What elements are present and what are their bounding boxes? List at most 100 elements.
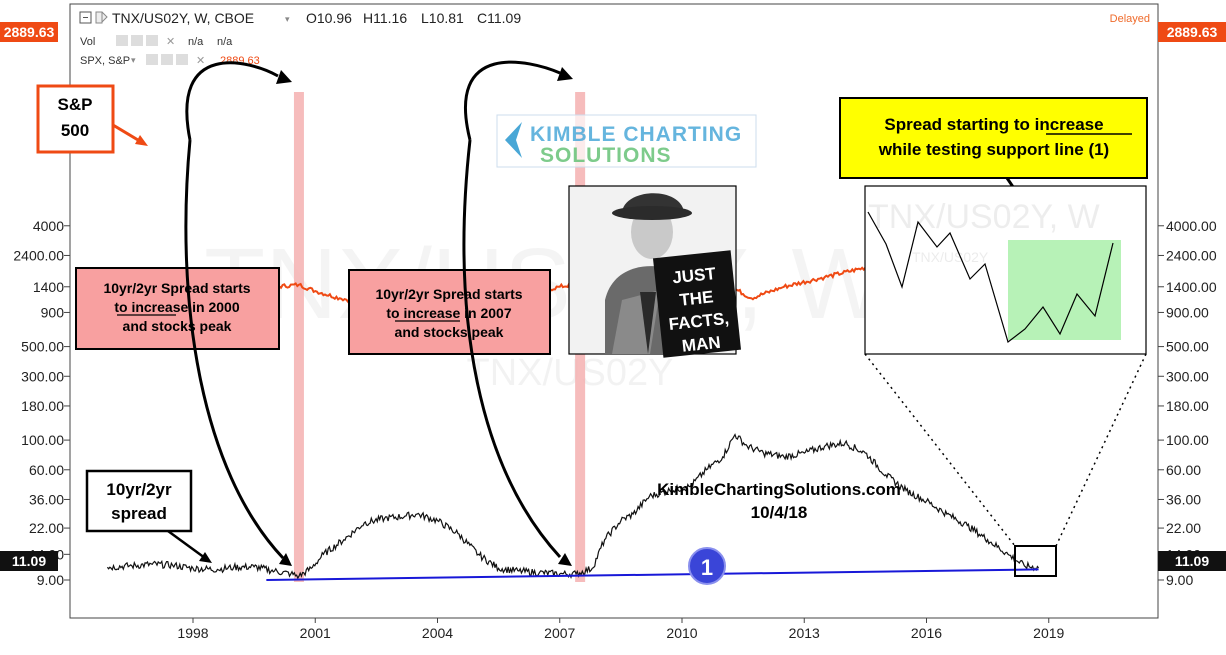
chevron-down-icon[interactable]: ▾ (285, 14, 290, 24)
y-tick-label-left: 60.00 (29, 462, 64, 478)
zoom-box (1014, 545, 1057, 577)
y-tick-label-left: 1400 (33, 279, 64, 295)
callout-2000: 10yr/2yr Spread starts to increase in 20… (75, 267, 280, 350)
y-tick-label-right: 4000.00 (1166, 218, 1217, 234)
x-tick-label: 2010 (666, 625, 697, 641)
price-tag-spx-right: 2889.63 (1167, 24, 1218, 40)
y-tick-label-left: 180.00 (21, 398, 64, 414)
callout-2007-line3: and stocks peak (395, 324, 504, 340)
spread-callout: 10yr/2yr spread (85, 469, 212, 563)
callout-current-line1: Spread starting to increase (884, 115, 1103, 134)
arrowheads (276, 67, 573, 566)
x-tick-label: 2019 (1033, 625, 1064, 641)
y-axis-ticks: 4000 4000.00 2400.00 2400.00 1400 1400.00 900 9… (13, 218, 1216, 588)
callout-2007-line2: to increase in 2007 (386, 305, 512, 321)
curved-arrows (184, 60, 562, 560)
support-marker: 1 (688, 547, 726, 585)
photo-caption-4: MAN (681, 333, 721, 356)
price-tag-spx: 2889.63 2889.63 (0, 22, 1226, 42)
spx-close-icon[interactable]: ✕ (196, 55, 205, 67)
vol-value-1: n/a (188, 36, 204, 48)
sp500-label-line1: S&P (58, 95, 93, 114)
y-tick-label-right: 180.00 (1166, 398, 1209, 414)
ohlc-close: C11.09 (477, 10, 521, 26)
support-line (266, 568, 1039, 581)
y-tick-label-right: 1400.00 (1166, 279, 1217, 295)
chart-header: TNX/US02Y, W, CBOE ▾ O10.96 H11.16 L10.8… (79, 10, 1150, 67)
logo-line1: KIMBLE CHARTING (530, 123, 742, 146)
spx-eye-icon[interactable] (146, 54, 158, 65)
just-the-facts-photo: JUST THE FACTS, MAN (568, 185, 742, 358)
inset-spread-line (867, 211, 1114, 344)
y-tick-label-right: 100.00 (1166, 432, 1209, 448)
y-tick-label-left: 100.00 (21, 432, 64, 448)
y-tick-label-left: 900 (41, 304, 65, 320)
price-tag-spread: 11.09 11.09 (0, 551, 1226, 571)
zoom-inset: TNX/US02Y, W TNX/US02Y (864, 185, 1147, 355)
kimble-logo: KIMBLE CHARTING SOLUTIONS (496, 114, 757, 168)
y-tick-label-right: 60.00 (1166, 462, 1201, 478)
logo-line2: SOLUTIONS (540, 144, 672, 167)
close-icon[interactable]: ✕ (166, 36, 175, 48)
price-tag-spread-right: 11.09 (1175, 553, 1209, 569)
y-tick-label-right: 300.00 (1166, 368, 1209, 384)
spx-chevron-icon[interactable]: ▾ (131, 55, 136, 65)
y-tick-label-left: 22.00 (29, 520, 64, 536)
ohlc-high: H11.16 (363, 10, 407, 26)
sp500-callout: S&P 500 (36, 84, 148, 154)
symbol-flag-icon (95, 11, 108, 24)
y-tick-label-right: 36.00 (1166, 491, 1201, 507)
watermark-subtext: TNX/US02Y (467, 352, 674, 394)
callout-current: Spread starting to increase while testin… (839, 97, 1148, 281)
zoom-guide-left (864, 353, 1016, 547)
inset-watermark: TNX/US02Y, W (868, 198, 1100, 236)
y-tick-label-right: 500.00 (1166, 339, 1209, 355)
spx-add-icon[interactable] (176, 54, 188, 65)
logo-arrow-icon (505, 122, 522, 158)
delayed-label: Delayed (1110, 13, 1150, 25)
photo-caption-2: THE (679, 287, 715, 309)
ohlc-open: O10.96 (306, 10, 352, 26)
y-tick-label-left: 4000 (33, 218, 64, 234)
vol-label: Vol (80, 36, 95, 48)
y-tick-label-right: 22.00 (1166, 520, 1201, 536)
callout-2007-line1: 10yr/2yr Spread starts (375, 286, 522, 302)
callout-2000-line3: and stocks peak (123, 318, 232, 334)
eye-icon[interactable] (116, 35, 128, 46)
spx-label: SPX, S&P (80, 55, 130, 67)
spread-label-line2: spread (111, 504, 167, 523)
price-tag-spread-left: 11.09 (12, 553, 46, 569)
date-label: 10/4/18 (751, 503, 808, 522)
price-tag-spx-left: 2889.63 (4, 24, 55, 40)
x-tick-label: 2016 (911, 625, 942, 641)
y-tick-label-left: 2400.00 (13, 247, 64, 263)
spread-label-line1: 10yr/2yr (106, 480, 172, 499)
inset-watermark-sub: TNX/US02Y (912, 249, 989, 265)
ohlc-low: L10.81 (421, 10, 464, 26)
y-tick-label-left: 500.00 (21, 339, 64, 355)
y-tick-label-right: 9.00 (1166, 572, 1193, 588)
inset-green-zone (1008, 240, 1121, 340)
callout-2000-line1: 10yr/2yr Spread starts (103, 280, 250, 296)
spx-settings-icon[interactable] (161, 54, 173, 65)
y-tick-label-left: 9.00 (37, 572, 64, 588)
symbol-title[interactable]: TNX/US02Y, W, CBOE (112, 10, 254, 26)
photo-caption-1: JUST (671, 264, 717, 288)
website-label: KimbleChartingSolutions.com (657, 480, 901, 499)
settings-icon[interactable] (131, 35, 143, 46)
x-tick-label: 2007 (544, 625, 575, 641)
x-tick-label: 2001 (300, 625, 331, 641)
y-tick-label-right: 2400.00 (1166, 247, 1217, 263)
y-tick-label-left: 36.00 (29, 491, 64, 507)
sp500-label-line2: 500 (61, 121, 89, 140)
vol-value-2: n/a (217, 36, 233, 48)
callout-current-line2: while testing support line (1) (878, 140, 1109, 159)
y-tick-label-left: 300.00 (21, 368, 64, 384)
x-tick-label: 2004 (422, 625, 453, 641)
y-tick-label-right: 900.00 (1166, 304, 1209, 320)
add-icon[interactable] (146, 35, 158, 46)
highlight-band (293, 92, 304, 582)
callout-2007: 10yr/2yr Spread starts to increase in 20… (348, 269, 551, 355)
